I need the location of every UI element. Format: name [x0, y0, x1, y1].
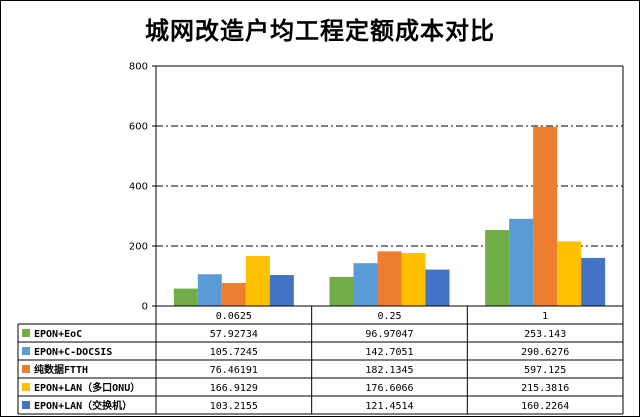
legend-label: EPON+EoC	[34, 329, 82, 340]
bar	[197, 274, 222, 306]
legend-label: 纯数据FTTH	[34, 363, 88, 376]
y-tick-label: 200	[129, 242, 148, 253]
bar	[269, 275, 294, 306]
data-value-label: 76.46191	[210, 365, 258, 376]
x-category-label: 0.25	[377, 311, 401, 322]
y-tick-label: 600	[129, 122, 148, 133]
bar	[533, 126, 558, 306]
bar	[353, 263, 378, 306]
legend-swatch	[22, 383, 30, 391]
x-category-label: 0.0625	[216, 311, 252, 322]
bar	[377, 251, 402, 306]
data-value-label: 176.6066	[365, 383, 413, 394]
legend-swatch	[22, 401, 30, 409]
data-value-label: 597.125	[524, 365, 566, 376]
chart-title: 城网改造户均工程定额成本对比	[145, 16, 495, 45]
data-value-label: 142.7051	[365, 347, 413, 358]
data-value-label: 105.7245	[210, 347, 258, 358]
legend-label: EPON+C-DOCSIS	[34, 347, 112, 358]
bar	[557, 241, 582, 306]
y-tick-label: 400	[129, 182, 148, 193]
bar	[425, 269, 450, 306]
bar	[329, 276, 354, 306]
data-value-label: 160.2264	[521, 401, 569, 412]
data-value-label: 166.9129	[210, 383, 258, 394]
bar	[485, 230, 510, 306]
data-value-label: 253.143	[524, 329, 566, 340]
legend-swatch	[22, 347, 30, 355]
data-value-label: 290.6276	[521, 347, 569, 358]
bar	[581, 257, 606, 306]
y-tick-label: 0	[142, 302, 148, 313]
data-value-label: 96.97047	[365, 329, 413, 340]
bar	[245, 255, 270, 306]
data-value-label: 215.3816	[521, 383, 569, 394]
legend-label: EPON+LAN（交换机）	[34, 399, 132, 412]
legend-swatch	[22, 365, 30, 373]
x-category-label: 1	[542, 311, 548, 322]
y-tick-label: 800	[129, 62, 148, 73]
bar	[173, 288, 198, 306]
bar	[509, 218, 534, 306]
legend-label: EPON+LAN（多口ONU）	[34, 381, 140, 394]
data-value-label: 103.2155	[210, 401, 258, 412]
data-value-label: 121.4514	[365, 401, 413, 412]
data-value-label: 57.92734	[210, 329, 258, 340]
bar	[401, 253, 426, 306]
data-value-label: 182.1345	[365, 365, 413, 376]
legend-swatch	[22, 329, 30, 337]
bar	[221, 283, 246, 306]
